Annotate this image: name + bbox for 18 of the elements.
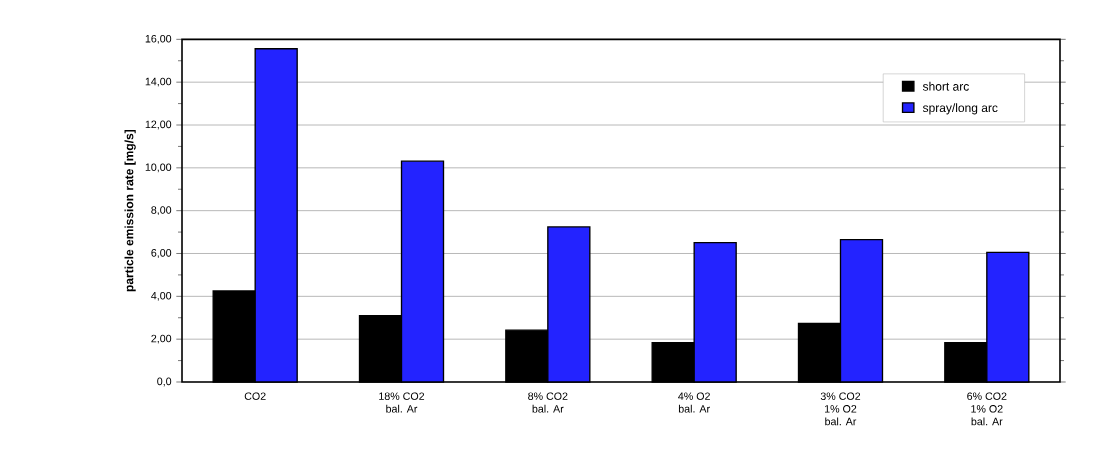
legend-label: spray/long arc bbox=[922, 103, 998, 115]
x-tick-label: 6% CO2 1% O2 bal. Ar bbox=[967, 392, 1007, 426]
x-tick-label: 3% CO2 1% O2 bal. Ar bbox=[820, 392, 861, 426]
y-tick-label: 6,00 bbox=[151, 249, 172, 258]
y-tick-label: 4,00 bbox=[151, 291, 172, 301]
y-tick-label: 12,00 bbox=[145, 120, 172, 130]
y-tick-label: 8,00 bbox=[151, 206, 172, 216]
y-tick-label: 2,00 bbox=[151, 334, 172, 344]
legend-label: short arc bbox=[922, 81, 969, 91]
x-tick-label: CO2 bbox=[244, 392, 266, 400]
y-tick-label: 16,00 bbox=[145, 34, 172, 44]
x-tick-label: 4% O2 bal. Ar bbox=[678, 392, 710, 413]
y-tick-label: 10,00 bbox=[145, 163, 172, 173]
y-tick-label: 14,00 bbox=[145, 77, 172, 87]
y-tick-label: 0,0 bbox=[157, 377, 172, 387]
x-tick-label: 8% CO2 bal. Ar bbox=[528, 392, 568, 413]
y-axis-title: particle emission rate [mg/s] bbox=[124, 129, 136, 292]
x-tick-label: 18% CO2 bal. Ar bbox=[379, 392, 425, 413]
